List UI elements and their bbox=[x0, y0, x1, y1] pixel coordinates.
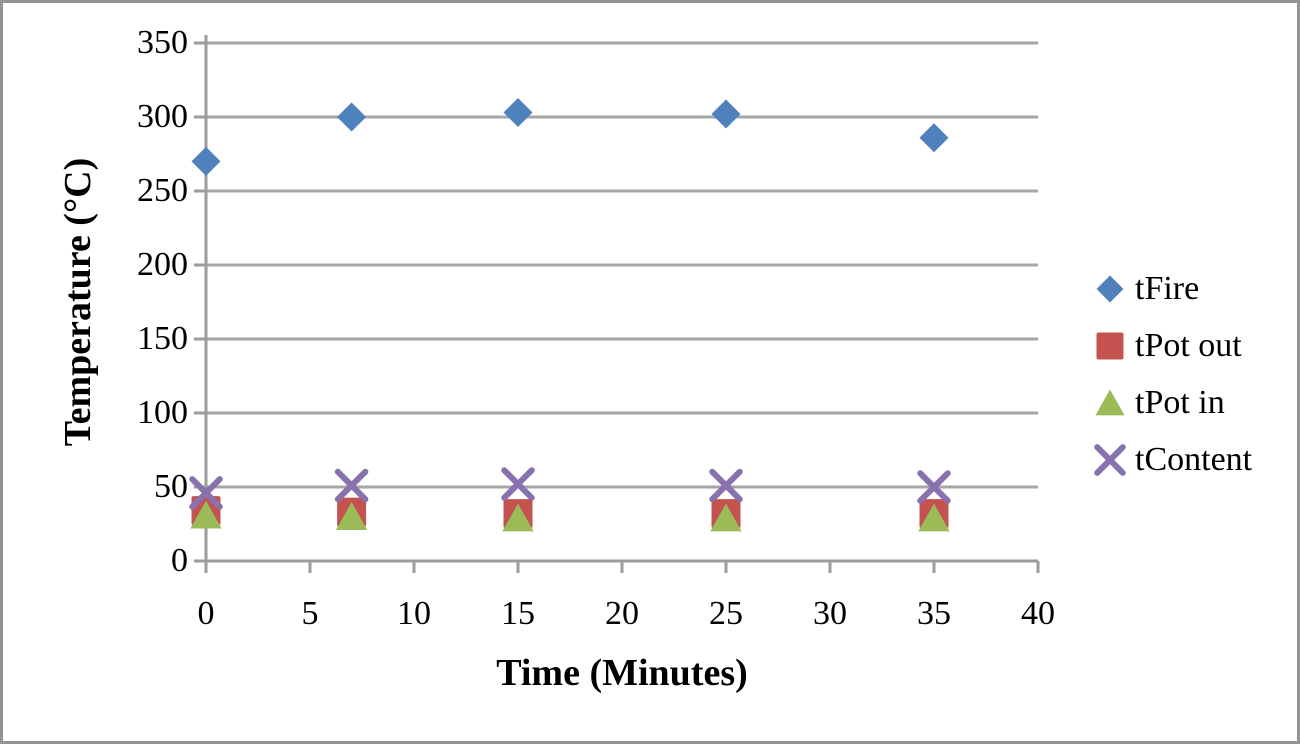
x-marker bbox=[917, 470, 951, 504]
diamond-marker bbox=[337, 102, 367, 132]
x-tick-label: 35 bbox=[917, 595, 951, 632]
x-marker bbox=[501, 467, 535, 501]
x-marker bbox=[189, 476, 223, 510]
triangle-marker bbox=[710, 503, 742, 532]
x-marker bbox=[1094, 443, 1126, 476]
square-marker bbox=[1096, 332, 1124, 359]
triangle-marker bbox=[190, 500, 222, 529]
legend-label: tContent bbox=[1135, 440, 1253, 478]
triangle-marker bbox=[335, 502, 368, 530]
x-tick-label: 10 bbox=[397, 595, 431, 632]
y-tick-label: 50 bbox=[154, 468, 188, 505]
x-tick-label: 30 bbox=[813, 595, 847, 632]
x-tick-label: 25 bbox=[709, 595, 743, 632]
triangle-marker bbox=[502, 503, 534, 532]
y-tick-label: 350 bbox=[137, 24, 188, 61]
plot-area bbox=[189, 35, 1040, 573]
x-marker bbox=[709, 468, 743, 503]
x-tick-label: 15 bbox=[501, 595, 535, 632]
y-tick-label: 100 bbox=[137, 394, 188, 431]
legend-item-tfire: tFire bbox=[1091, 260, 1252, 317]
diamond-marker bbox=[711, 99, 741, 129]
legend-label: tPot out bbox=[1135, 326, 1242, 364]
y-axis-title: Temperature (°C) bbox=[57, 157, 99, 447]
x-tick-label: 0 bbox=[197, 595, 215, 632]
square-icon bbox=[1096, 332, 1124, 359]
legend-item-tcontent: tContent bbox=[1091, 431, 1252, 488]
diamond-icon bbox=[1096, 275, 1124, 302]
y-tick-label: 250 bbox=[137, 172, 188, 209]
y-tick-label: 150 bbox=[137, 320, 188, 357]
triangle-icon bbox=[1095, 389, 1125, 415]
diamond-marker bbox=[1096, 275, 1124, 302]
legend-label: tFire bbox=[1135, 269, 1200, 307]
x-icon bbox=[1094, 443, 1126, 476]
triangle-marker bbox=[918, 503, 950, 532]
triangle-marker bbox=[1095, 389, 1125, 415]
diamond-marker bbox=[919, 123, 949, 153]
legend: tFire tPot out tPot in tContent bbox=[1091, 260, 1252, 488]
y-tick-label: 300 bbox=[137, 98, 188, 135]
x-tick-label: 40 bbox=[1021, 595, 1055, 632]
y-tick-label: 0 bbox=[171, 542, 188, 579]
legend-item-tpot-in: tPot in bbox=[1091, 374, 1252, 431]
x-axis-title: Time (Minutes) bbox=[496, 652, 748, 694]
legend-label: tPot in bbox=[1135, 383, 1225, 421]
y-tick-label: 200 bbox=[137, 246, 188, 283]
x-marker bbox=[334, 468, 369, 503]
x-tick-label: 20 bbox=[605, 595, 639, 632]
legend-item-tpot-out: tPot out bbox=[1091, 317, 1252, 374]
diamond-marker bbox=[191, 146, 221, 176]
x-tick-label: 5 bbox=[301, 595, 319, 632]
diamond-marker bbox=[503, 98, 533, 128]
